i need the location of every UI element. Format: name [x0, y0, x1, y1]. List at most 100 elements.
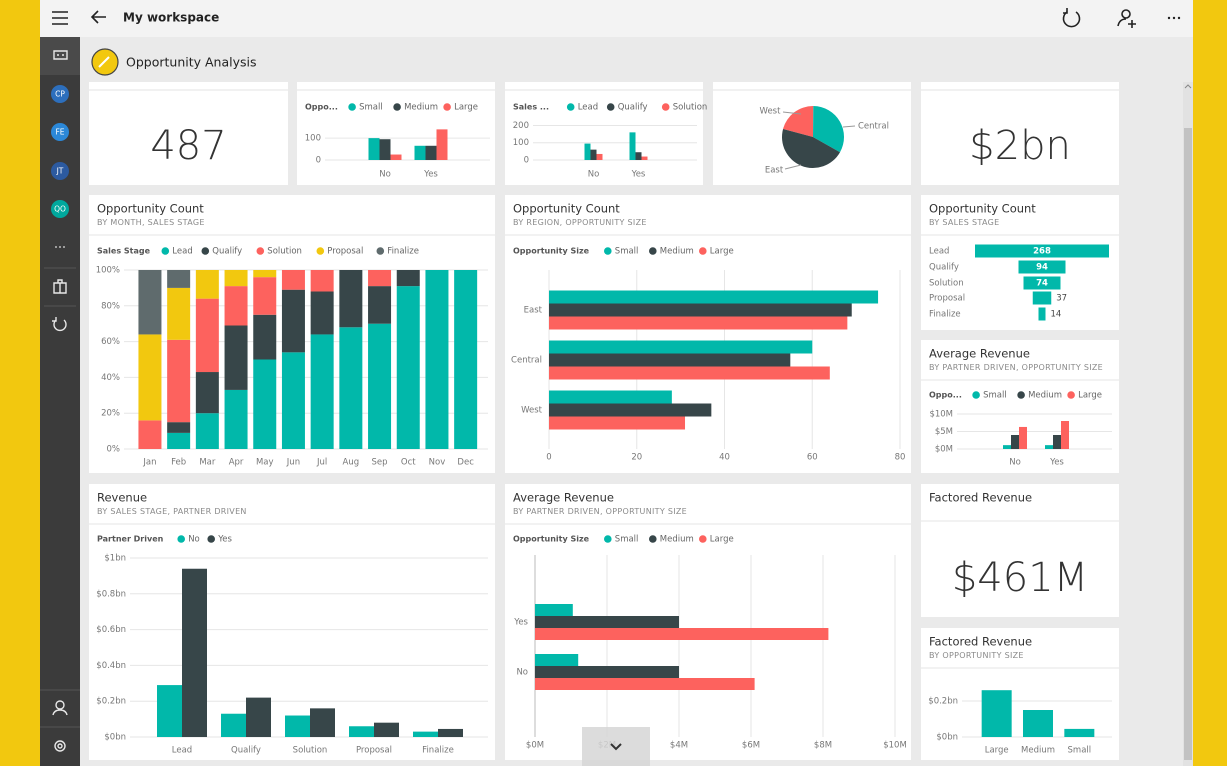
- bar[interactable]: [285, 715, 310, 737]
- tile[interactable]: Average Revenue BY PARTNER DRIVEN, OPPORT…: [505, 484, 911, 760]
- tile[interactable]: Opportunity Count BY REGION, OPPORTUNITY …: [505, 195, 911, 473]
- bar[interactable]: [425, 145, 437, 160]
- bar[interactable]: [379, 139, 391, 160]
- bar[interactable]: [246, 697, 271, 737]
- sidebar-active-item[interactable]: [40, 37, 80, 75]
- bar[interactable]: [584, 143, 591, 160]
- funnel-bar[interactable]: [975, 244, 1109, 258]
- bar[interactable]: [549, 316, 848, 330]
- bar[interactable]: [438, 728, 463, 737]
- bar-segment[interactable]: [224, 286, 248, 326]
- bar-segment[interactable]: [167, 422, 191, 433]
- avatar[interactable]: FE: [51, 123, 69, 141]
- bar-segment[interactable]: [138, 270, 162, 335]
- tile[interactable]: Revenue BY SALES STAGE, PARTNER DRIVEN Par…: [89, 484, 495, 760]
- bar-segment[interactable]: [396, 270, 420, 287]
- bar-segment[interactable]: [368, 286, 392, 324]
- bar[interactable]: [368, 138, 380, 160]
- bar-segment[interactable]: [368, 323, 392, 449]
- bar[interactable]: [549, 366, 830, 380]
- bar-segment[interactable]: [253, 270, 277, 278]
- bar[interactable]: [981, 690, 1012, 737]
- scrollbar-thumb[interactable]: [1184, 128, 1192, 760]
- settings-button[interactable]: [54, 740, 66, 752]
- tile[interactable]: Opportunity Count BY SALES STAGE Lead 268 Qu…: [921, 195, 1119, 330]
- bar[interactable]: [414, 145, 426, 160]
- back-button[interactable]: [90, 10, 106, 24]
- tile[interactable]: Sales ... Lead Qualify Solution 0 100 200 No Yes: [505, 82, 707, 185]
- scroll-down-button[interactable]: [582, 727, 650, 766]
- bar[interactable]: [535, 628, 829, 640]
- bar-segment[interactable]: [396, 286, 420, 449]
- funnel-bar[interactable]: [1023, 276, 1061, 290]
- menu-button[interactable]: [40, 0, 80, 37]
- bar-segment[interactable]: [224, 270, 248, 287]
- avatar[interactable]: CP: [51, 85, 69, 103]
- bar-segment[interactable]: [339, 327, 363, 449]
- legend-label[interactable]: Large: [710, 247, 734, 257]
- bar-segment[interactable]: [253, 277, 277, 315]
- tile[interactable]: $2bn: [921, 82, 1119, 185]
- legend-label[interactable]: Finalize: [387, 247, 419, 257]
- bar[interactable]: [1023, 710, 1053, 737]
- bar-segment[interactable]: [167, 339, 191, 423]
- avatar[interactable]: JT: [51, 162, 69, 180]
- legend-label[interactable]: Large: [1078, 391, 1102, 401]
- legend-label[interactable]: Medium: [1028, 391, 1062, 401]
- bar[interactable]: [629, 132, 636, 160]
- tile[interactable]: Average Revenue BY PARTNER DRIVEN, OPPORT…: [921, 340, 1119, 473]
- bar[interactable]: [349, 726, 374, 737]
- tile[interactable]: Factored Revenue BY OPPORTUNITY SIZE $0bn $…: [921, 628, 1119, 760]
- pie-slice[interactable]: [813, 106, 844, 153]
- bar[interactable]: [1064, 728, 1095, 737]
- bar[interactable]: [641, 156, 648, 160]
- bar[interactable]: [549, 353, 791, 367]
- legend-label[interactable]: Qualify: [618, 103, 648, 113]
- bar[interactable]: [549, 416, 686, 430]
- legend-label[interactable]: Small: [359, 103, 383, 113]
- bar[interactable]: [549, 403, 712, 417]
- legend-label[interactable]: Lead: [578, 103, 598, 113]
- more-button[interactable]: [1167, 16, 1181, 20]
- refresh-button[interactable]: [1062, 8, 1081, 28]
- legend-label[interactable]: Solution: [673, 103, 708, 113]
- bar-segment[interactable]: [339, 270, 363, 328]
- bar-segment[interactable]: [281, 270, 305, 290]
- legend-label[interactable]: Small: [615, 247, 639, 257]
- legend-label[interactable]: Large: [710, 535, 734, 545]
- pie-slice[interactable]: [781, 128, 841, 169]
- avatar[interactable]: QO: [51, 200, 69, 218]
- bar[interactable]: [549, 290, 879, 304]
- bar[interactable]: [157, 685, 182, 737]
- tile[interactable]: West Central East: [713, 82, 911, 185]
- bar[interactable]: [635, 152, 642, 160]
- bar-segment[interactable]: [253, 314, 277, 360]
- sidebar-more[interactable]: [55, 246, 65, 248]
- legend-label[interactable]: Medium: [660, 247, 694, 257]
- bar-segment[interactable]: [167, 432, 191, 449]
- legend-label[interactable]: Lead: [172, 247, 192, 257]
- apps-icon[interactable]: [53, 279, 67, 294]
- bar-segment[interactable]: [310, 334, 334, 449]
- bar[interactable]: [390, 154, 402, 160]
- sidebar-refresh-icon[interactable]: [52, 317, 67, 332]
- bar-segment[interactable]: [195, 372, 219, 414]
- bar[interactable]: [1053, 435, 1061, 449]
- bar[interactable]: [549, 390, 672, 404]
- pie-slice[interactable]: [783, 106, 814, 137]
- legend-label[interactable]: Yes: [217, 535, 232, 545]
- bar[interactable]: [549, 303, 852, 317]
- legend-label[interactable]: Small: [983, 391, 1007, 401]
- legend-label[interactable]: Medium: [660, 535, 694, 545]
- bar-segment[interactable]: [138, 420, 162, 449]
- bar-segment[interactable]: [195, 270, 219, 299]
- bar[interactable]: [596, 153, 603, 160]
- bar[interactable]: [535, 616, 679, 628]
- account-button[interactable]: [52, 700, 68, 716]
- bar-segment[interactable]: [138, 334, 162, 421]
- bar-segment[interactable]: [253, 359, 277, 450]
- bar[interactable]: [590, 149, 597, 160]
- share-button[interactable]: [1117, 9, 1136, 28]
- funnel-bar[interactable]: [1038, 307, 1046, 321]
- legend-label[interactable]: Proposal: [327, 247, 363, 257]
